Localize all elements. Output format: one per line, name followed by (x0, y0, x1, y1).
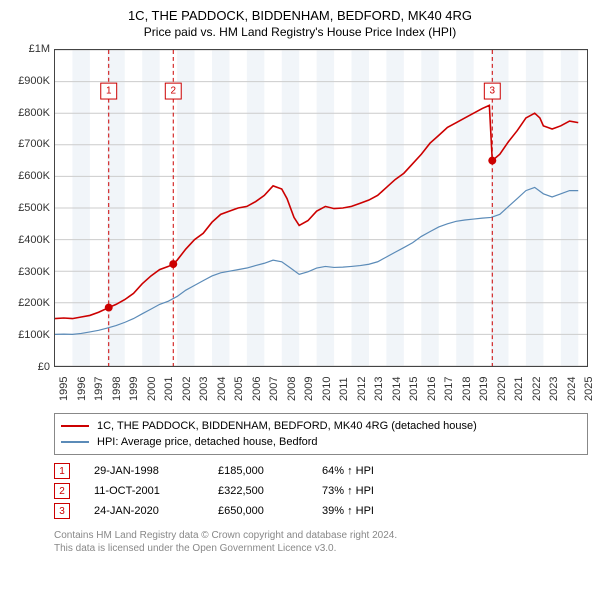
x-tick-label: 2023 (548, 377, 552, 401)
x-tick-label: 1997 (93, 377, 97, 401)
x-tick-label: 2025 (583, 377, 587, 401)
plot-outer: £0 £100K £200K £300K £400K £500K £600K £700K £80… (6, 45, 594, 405)
sale-price: £650,000 (218, 505, 298, 517)
footer-line-2: This data is licensed under the Open Gov… (54, 542, 588, 555)
legend-label: HPI: Average price, detached house, Bedf… (97, 436, 318, 448)
sale-date: 11-OCT-2001 (94, 485, 194, 497)
sale-marker-2: 2 (54, 483, 70, 499)
legend-swatch (61, 425, 89, 427)
x-tick-label: 2013 (373, 377, 377, 401)
x-tick-label: 2017 (443, 377, 447, 401)
svg-text:2: 2 (170, 86, 176, 97)
y-tick-label: £800K (18, 107, 50, 119)
y-tick-label: £300K (18, 266, 50, 278)
y-tick-label: £700K (18, 138, 50, 150)
x-tick-label: 2006 (251, 377, 255, 401)
legend-label: 1C, THE PADDOCK, BIDDENHAM, BEDFORD, MK4… (97, 420, 477, 432)
x-tick-label: 2000 (146, 377, 150, 401)
x-tick-label: 2007 (268, 377, 272, 401)
y-tick-label: £400K (18, 234, 50, 246)
x-tick-label: 2016 (426, 377, 430, 401)
y-tick-label: £0 (38, 361, 50, 373)
x-tick-label: 2019 (478, 377, 482, 401)
y-tick-label: £200K (18, 297, 50, 309)
y-tick-label: £600K (18, 170, 50, 182)
x-tick-label: 2005 (233, 377, 237, 401)
sale-price: £185,000 (218, 465, 298, 477)
sale-date: 29-JAN-1998 (94, 465, 194, 477)
sale-marker-1: 1 (54, 463, 70, 479)
chart-title: 1C, THE PADDOCK, BIDDENHAM, BEDFORD, MK4… (6, 8, 594, 23)
x-tick-label: 2009 (303, 377, 307, 401)
x-tick-label: 2022 (531, 377, 535, 401)
svg-text:3: 3 (490, 86, 496, 97)
plot-svg: 1 2 3 (55, 50, 587, 366)
plot-area: 1 2 3 (54, 49, 588, 367)
x-tick-label: 1995 (58, 377, 62, 401)
x-tick-label: 2011 (338, 377, 342, 401)
x-tick-label: 1996 (76, 377, 80, 401)
x-tick-label: 2015 (408, 377, 412, 401)
legend-item-hpi: HPI: Average price, detached house, Bedf… (61, 434, 581, 450)
x-tick-label: 2002 (181, 377, 185, 401)
svg-text:1: 1 (106, 86, 112, 97)
x-tick-label: 2012 (356, 377, 360, 401)
y-tick-label: £1M (29, 43, 50, 55)
legend-item-property: 1C, THE PADDOCK, BIDDENHAM, BEDFORD, MK4… (61, 418, 581, 434)
sale-delta: 39% ↑ HPI (322, 505, 374, 517)
sale-delta: 64% ↑ HPI (322, 465, 374, 477)
x-tick-label: 2004 (216, 377, 220, 401)
chart-subtitle: Price paid vs. HM Land Registry's House … (6, 25, 594, 39)
x-tick-label: 2020 (496, 377, 500, 401)
chart-container: 1C, THE PADDOCK, BIDDENHAM, BEDFORD, MK4… (0, 0, 600, 561)
y-tick-label: £900K (18, 75, 50, 87)
sale-table: 1 29-JAN-1998 £185,000 64% ↑ HPI 2 11-OC… (54, 461, 588, 521)
legend: 1C, THE PADDOCK, BIDDENHAM, BEDFORD, MK4… (54, 413, 588, 455)
x-tick-label: 2003 (198, 377, 202, 401)
x-tick-label: 2021 (513, 377, 517, 401)
x-tick-label: 2001 (163, 377, 167, 401)
sale-row: 3 24-JAN-2020 £650,000 39% ↑ HPI (54, 501, 588, 521)
x-tick-label: 2014 (391, 377, 395, 401)
x-tick-label: 1998 (111, 377, 115, 401)
y-tick-label: £500K (18, 202, 50, 214)
footer: Contains HM Land Registry data © Crown c… (54, 529, 588, 555)
sale-row: 1 29-JAN-1998 £185,000 64% ↑ HPI (54, 461, 588, 481)
sale-date: 24-JAN-2020 (94, 505, 194, 517)
sale-price: £322,500 (218, 485, 298, 497)
x-tick-label: 2024 (566, 377, 570, 401)
sale-delta: 73% ↑ HPI (322, 485, 374, 497)
x-tick-label: 1999 (128, 377, 132, 401)
x-tick-label: 2018 (461, 377, 465, 401)
footer-line-1: Contains HM Land Registry data © Crown c… (54, 529, 588, 542)
x-tick-label: 2010 (321, 377, 325, 401)
sale-row: 2 11-OCT-2001 £322,500 73% ↑ HPI (54, 481, 588, 501)
sale-marker-3: 3 (54, 503, 70, 519)
y-tick-label: £100K (18, 329, 50, 341)
x-tick-label: 2008 (286, 377, 290, 401)
legend-swatch (61, 441, 89, 443)
